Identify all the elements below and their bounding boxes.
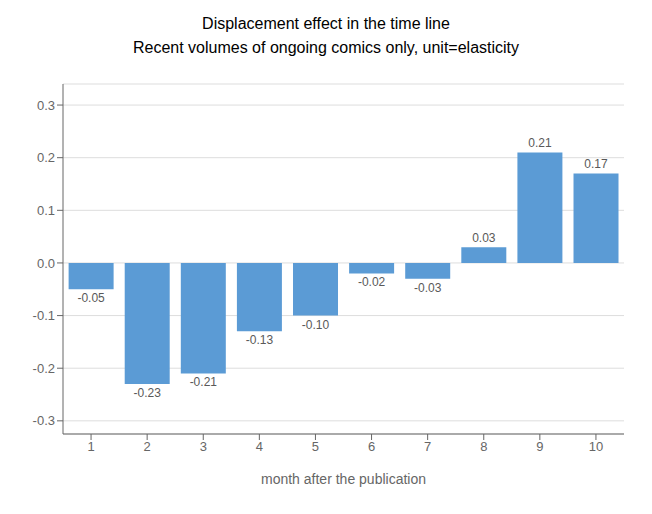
svg-text:9: 9: [536, 439, 543, 454]
svg-text:7: 7: [424, 439, 431, 454]
svg-text:0.03: 0.03: [472, 231, 496, 245]
svg-text:0.1: 0.1: [37, 203, 55, 218]
svg-text:0.17: 0.17: [584, 157, 608, 171]
svg-text:3: 3: [200, 439, 207, 454]
html-text:Displacement effect in the tim: Displacement effect in the time line: [202, 15, 450, 32]
svg-text:0.0: 0.0: [37, 256, 55, 271]
svg-text:8: 8: [480, 439, 487, 454]
svg-text:2: 2: [144, 439, 151, 454]
svg-text:6: 6: [368, 439, 375, 454]
svg-text:10: 10: [589, 439, 603, 454]
svg-text:-0.3: -0.3: [33, 413, 55, 428]
svg-text:-0.13: -0.13: [246, 333, 274, 347]
svg-text:month after the publication: month after the publication: [261, 471, 426, 487]
svg-text:-0.03: -0.03: [414, 281, 442, 295]
svg-text:1: 1: [87, 439, 94, 454]
svg-text:-0.23: -0.23: [134, 386, 162, 400]
svg-text:-0.1: -0.1: [33, 308, 55, 323]
svg-text:-0.02: -0.02: [358, 275, 386, 289]
svg-text:-0.2: -0.2: [33, 361, 55, 376]
svg-text:-0.21: -0.21: [190, 375, 218, 389]
svg-text:-0.05: -0.05: [77, 291, 105, 305]
svg-text:0.21: 0.21: [528, 136, 552, 150]
svg-text:-0.10: -0.10: [302, 318, 330, 332]
svg-text:0.3: 0.3: [37, 98, 55, 113]
html-text:Recent volumes of ongoing comi: Recent volumes of ongoing comics only, u…: [132, 39, 520, 56]
svg-text:0.2: 0.2: [37, 150, 55, 165]
svg-text:5: 5: [312, 439, 319, 454]
svg-text:4: 4: [256, 439, 263, 454]
